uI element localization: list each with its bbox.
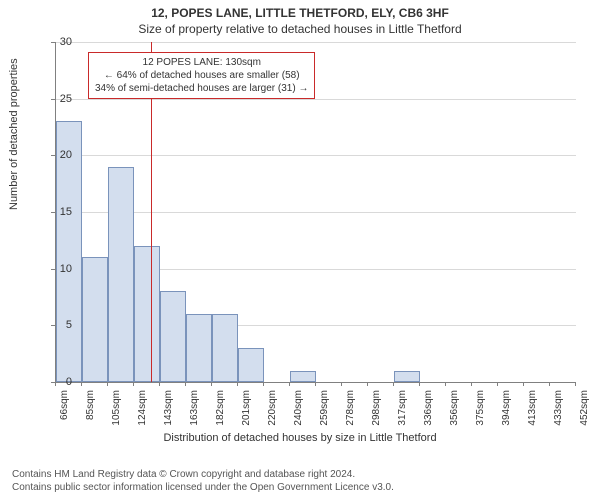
- xtick-label: 182sqm: [215, 390, 226, 440]
- annotation-line1: 12 POPES LANE: 130sqm: [95, 56, 308, 69]
- gridline: [56, 155, 576, 156]
- histogram-bar: [290, 371, 316, 382]
- xtick-mark: [55, 382, 56, 386]
- xtick-label: 240sqm: [293, 390, 304, 440]
- xtick-label: 66sqm: [59, 390, 70, 440]
- xtick-mark: [315, 382, 316, 386]
- xtick-label: 85sqm: [85, 390, 96, 440]
- gridline: [56, 212, 576, 213]
- xtick-mark: [471, 382, 472, 386]
- xtick-mark: [185, 382, 186, 386]
- xtick-mark: [211, 382, 212, 386]
- xtick-mark: [393, 382, 394, 386]
- xtick-label: 143sqm: [163, 390, 174, 440]
- xtick-mark: [445, 382, 446, 386]
- xtick-label: 375sqm: [475, 390, 486, 440]
- xtick-label: 124sqm: [137, 390, 148, 440]
- xtick-label: 356sqm: [449, 390, 460, 440]
- xtick-mark: [367, 382, 368, 386]
- xtick-mark: [107, 382, 108, 386]
- ytick-label: 25: [32, 93, 72, 105]
- xtick-label: 336sqm: [423, 390, 434, 440]
- y-axis-label: Number of detached properties: [8, 58, 20, 210]
- annotation-line2: ← 64% of detached houses are smaller (58…: [95, 69, 308, 82]
- xtick-mark: [341, 382, 342, 386]
- title-sub: Size of property relative to detached ho…: [0, 20, 600, 36]
- title-main: 12, POPES LANE, LITTLE THETFORD, ELY, CB…: [0, 0, 600, 20]
- xtick-mark: [237, 382, 238, 386]
- xtick-label: 163sqm: [189, 390, 200, 440]
- xtick-mark: [419, 382, 420, 386]
- footer-text: Contains HM Land Registry data © Crown c…: [12, 468, 394, 494]
- histogram-bar: [238, 348, 264, 382]
- xtick-mark: [523, 382, 524, 386]
- annotation-box: 12 POPES LANE: 130sqm ← 64% of detached …: [88, 52, 315, 99]
- footer-line1: Contains HM Land Registry data © Crown c…: [12, 468, 394, 481]
- xtick-mark: [133, 382, 134, 386]
- xtick-label: 220sqm: [267, 390, 278, 440]
- annotation-line3: 34% of semi-detached houses are larger (…: [95, 82, 308, 95]
- xtick-label: 298sqm: [371, 390, 382, 440]
- histogram-bar: [82, 257, 108, 382]
- xtick-label: 317sqm: [397, 390, 408, 440]
- ytick-label: 0: [32, 376, 72, 388]
- xtick-label: 259sqm: [319, 390, 330, 440]
- histogram-bar: [108, 167, 134, 382]
- xtick-label: 413sqm: [527, 390, 538, 440]
- xtick-mark: [575, 382, 576, 386]
- ytick-label: 5: [32, 319, 72, 331]
- xtick-mark: [81, 382, 82, 386]
- chart-container: 12, POPES LANE, LITTLE THETFORD, ELY, CB…: [0, 0, 600, 500]
- ytick-label: 15: [32, 206, 72, 218]
- histogram-bar: [160, 291, 186, 382]
- histogram-bar: [394, 371, 420, 382]
- footer-line2: Contains public sector information licen…: [12, 481, 394, 494]
- xtick-label: 201sqm: [241, 390, 252, 440]
- xtick-mark: [289, 382, 290, 386]
- xtick-label: 105sqm: [111, 390, 122, 440]
- xtick-mark: [497, 382, 498, 386]
- histogram-bar: [212, 314, 238, 382]
- xtick-mark: [159, 382, 160, 386]
- gridline: [56, 42, 576, 43]
- ytick-label: 30: [32, 36, 72, 48]
- xtick-label: 452sqm: [579, 390, 590, 440]
- xtick-mark: [263, 382, 264, 386]
- histogram-bar: [186, 314, 212, 382]
- histogram-bar: [134, 246, 160, 382]
- xtick-label: 394sqm: [501, 390, 512, 440]
- xtick-label: 433sqm: [553, 390, 564, 440]
- xtick-mark: [549, 382, 550, 386]
- ytick-label: 10: [32, 263, 72, 275]
- xtick-label: 278sqm: [345, 390, 356, 440]
- ytick-label: 20: [32, 149, 72, 161]
